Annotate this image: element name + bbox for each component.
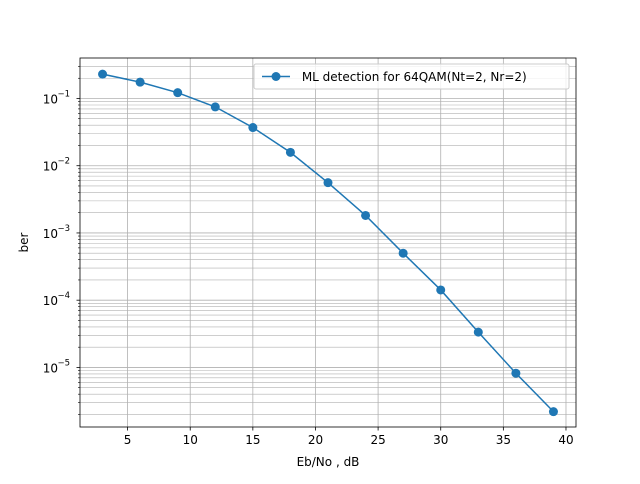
data-point bbox=[210, 102, 220, 112]
data-point bbox=[135, 77, 145, 87]
legend-marker-sample bbox=[271, 72, 281, 81]
x-tick-label: 35 bbox=[496, 433, 511, 447]
y-tick-exponent: −2 bbox=[58, 157, 71, 167]
data-point bbox=[173, 88, 183, 98]
data-point bbox=[285, 147, 295, 157]
y-tick-exponent: −3 bbox=[58, 224, 71, 234]
y-tick-label: 10 bbox=[43, 294, 58, 308]
major-grid bbox=[80, 58, 576, 427]
data-point bbox=[511, 368, 521, 378]
y-tick-exponent: −1 bbox=[58, 89, 71, 99]
data-point bbox=[473, 327, 483, 337]
legend-box bbox=[253, 63, 570, 90]
minor-grid bbox=[80, 66, 576, 415]
data-point bbox=[248, 123, 258, 133]
y-tick-exponent: −5 bbox=[58, 358, 71, 368]
x-axis-ticks: 5 10 15 20 25 30 35 40 bbox=[124, 427, 574, 447]
y-tick-label: 10 bbox=[43, 160, 58, 174]
y-tick-label: 10 bbox=[43, 361, 58, 375]
x-tick-label: 30 bbox=[433, 433, 448, 447]
y-axis-label: ber bbox=[17, 232, 31, 252]
y-tick-label: 10 bbox=[43, 92, 58, 106]
data-point bbox=[323, 178, 333, 188]
y-tick-label: 10 bbox=[43, 227, 58, 241]
x-axis-label: Eb/No , dB bbox=[297, 455, 360, 469]
y-axis-ticks: 10−510−410−310−210−1 bbox=[43, 66, 80, 415]
x-tick-label: 20 bbox=[308, 433, 323, 447]
data-point bbox=[436, 285, 446, 295]
axes-frame bbox=[79, 57, 577, 428]
x-tick-label: 5 bbox=[124, 433, 132, 447]
x-tick-label: 25 bbox=[370, 433, 385, 447]
y-tick-exponent: −4 bbox=[58, 291, 71, 301]
data-point bbox=[548, 407, 558, 417]
x-tick-label: 10 bbox=[183, 433, 198, 447]
data-point bbox=[98, 69, 108, 79]
x-tick-label: 40 bbox=[558, 433, 573, 447]
data-point bbox=[398, 248, 408, 258]
series-layer bbox=[98, 69, 558, 417]
legend: ML detection for 64QAM(Nt=2, Nr=2) bbox=[253, 63, 570, 90]
legend-entry-label: ML detection for 64QAM(Nt=2, Nr=2) bbox=[298, 70, 527, 84]
x-tick-label: 15 bbox=[245, 433, 260, 447]
data-point bbox=[361, 210, 371, 220]
